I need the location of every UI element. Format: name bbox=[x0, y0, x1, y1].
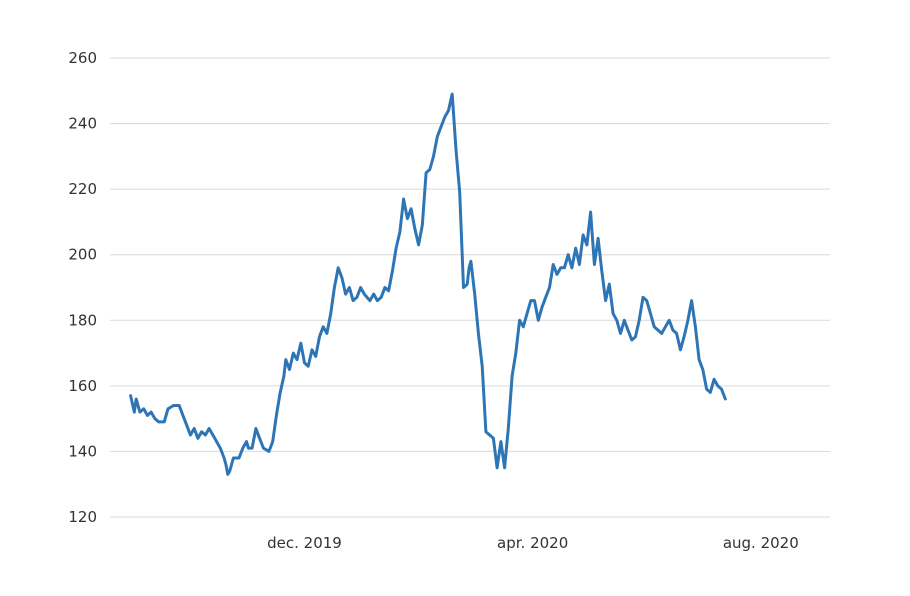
y-tick-label: 240 bbox=[68, 115, 97, 133]
x-tick-label: aug. 2020 bbox=[723, 534, 799, 552]
series-layer bbox=[129, 92, 727, 476]
y-tick-label: 180 bbox=[68, 311, 97, 329]
y-tick-label: 160 bbox=[68, 377, 97, 395]
y-tick-label: 140 bbox=[68, 442, 97, 460]
y-axis-tick-labels: 120 140 160 180 200 220 240 260 bbox=[68, 49, 97, 526]
gridlines bbox=[110, 57, 830, 518]
series-line bbox=[129, 92, 727, 476]
y-tick-label: 200 bbox=[68, 246, 97, 264]
y-tick-label: 220 bbox=[68, 180, 97, 198]
x-axis-tick-labels: dec. 2019 apr. 2020 aug. 2020 bbox=[267, 534, 799, 552]
y-tick-label: 260 bbox=[68, 49, 97, 67]
y-tick-label: 120 bbox=[68, 508, 97, 526]
x-tick-label: dec. 2019 bbox=[267, 534, 342, 552]
x-tick-label: apr. 2020 bbox=[497, 534, 568, 552]
